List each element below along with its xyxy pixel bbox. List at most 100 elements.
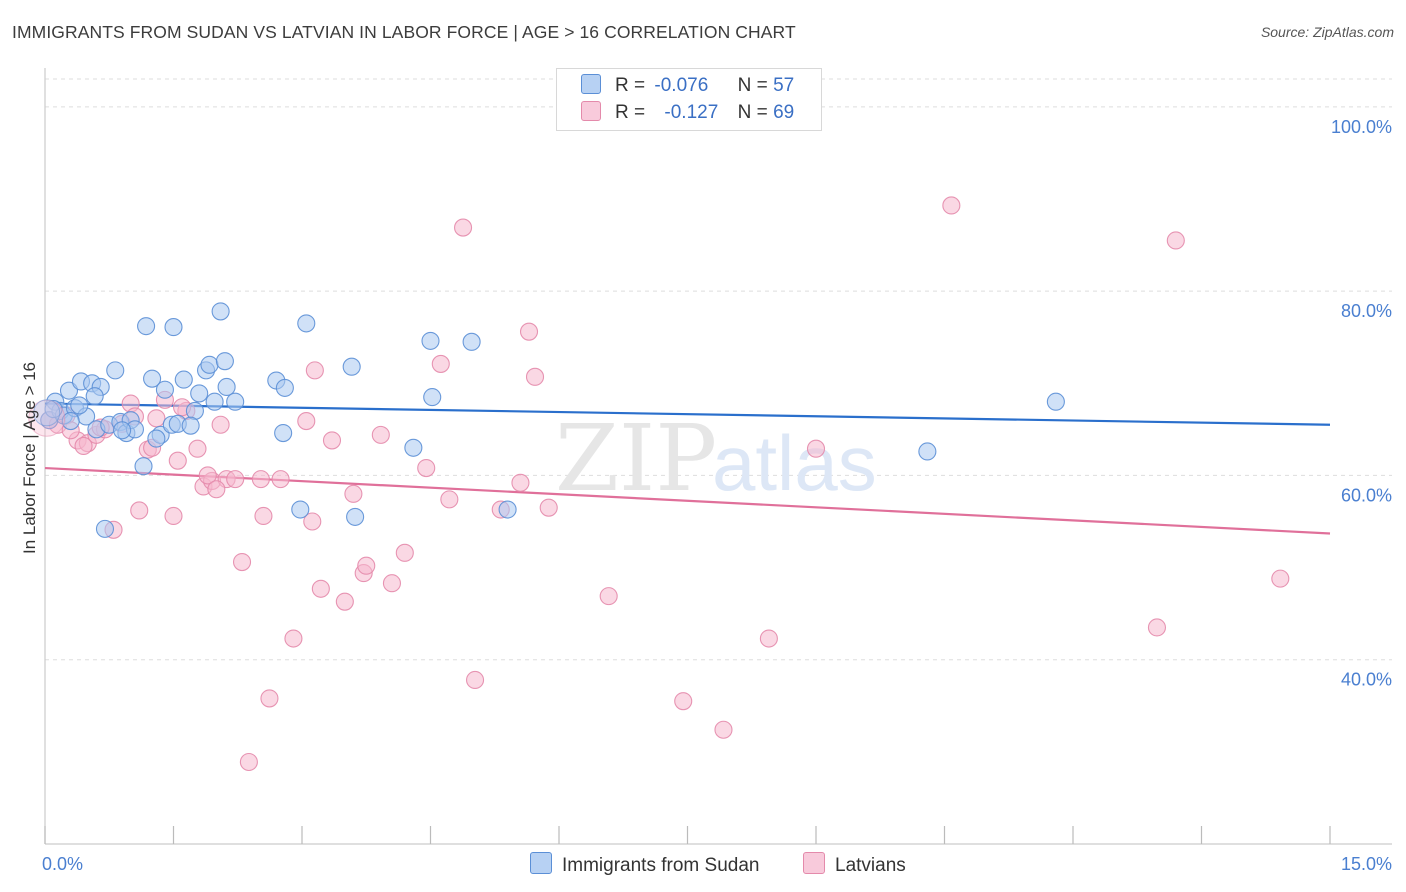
bottom-legend-sudan: Immigrants from Sudan (530, 852, 759, 877)
legend-row-sudan: R = -0.076 N = 57 (581, 74, 794, 100)
latvian-point (284, 629, 303, 648)
sudan-point (190, 384, 209, 403)
latvian-point (511, 473, 530, 492)
y-tick-label: 40.0% (1341, 670, 1392, 690)
grid-lines (45, 78, 1392, 661)
sudan-point (205, 392, 224, 411)
latvian-point (382, 574, 402, 593)
sudan-point (297, 314, 316, 333)
latvian-point (431, 354, 450, 373)
legend-r-value: -0.076 (654, 75, 709, 96)
legend-n-value: 57 (773, 75, 795, 96)
sudan-point (346, 507, 365, 526)
latvian-point (322, 431, 342, 450)
latvian-point (674, 692, 693, 711)
sudan-point (95, 519, 115, 538)
sudan-point (423, 388, 442, 407)
latvian-point (311, 579, 330, 598)
sudan-point (275, 378, 294, 397)
legend-row-latvians: R = -0.127 N = 69 (581, 101, 794, 127)
sudan-point (1046, 392, 1065, 411)
sudan-point (155, 380, 174, 399)
y-tick-label: 100.0% (1331, 117, 1392, 137)
sudan-point (137, 317, 156, 336)
legend-swatch-pink (581, 101, 601, 121)
sudan-point (404, 438, 423, 457)
sudan-point (59, 381, 79, 400)
latvian-point (344, 484, 363, 503)
sudan-point (274, 423, 293, 443)
latvian-point (525, 367, 545, 386)
x-tick-max: 15.0% (1341, 854, 1392, 874)
legend-n-value: 69 (773, 102, 795, 123)
watermark: ZIP atlas (555, 405, 877, 512)
sudan-point (342, 357, 361, 376)
latvian-point (519, 322, 539, 341)
legend-n-label: N = (737, 102, 768, 123)
tick-labels: 100.0% 80.0% 60.0% 40.0% (1331, 117, 1392, 690)
legend-n-label: N = (737, 75, 768, 96)
sudan-point (61, 412, 80, 431)
latvian-point (1271, 569, 1290, 588)
latvian-point (254, 506, 273, 526)
latvian-point (1166, 231, 1185, 250)
latvian-point (714, 720, 733, 739)
sudan-point (498, 500, 517, 519)
sudan-point (147, 429, 166, 448)
latvian-point (226, 470, 245, 489)
axes (44, 68, 1392, 845)
latvian-point (465, 670, 485, 690)
latvian-point (168, 451, 187, 470)
latvian-point (232, 552, 252, 572)
legend-r-value: -0.127 (664, 102, 719, 123)
bottom-swatch-blue (530, 852, 552, 874)
y-tick-label: 60.0% (1341, 485, 1392, 505)
sudan-point (181, 416, 200, 435)
latvian-point (198, 466, 217, 485)
x-tick-min: 0.0% (42, 854, 83, 874)
latvian-point (207, 480, 226, 499)
sudan-point (174, 370, 193, 389)
latvian-point (239, 752, 258, 772)
watermark-atlas: atlas (712, 419, 877, 507)
data-points (28, 196, 1290, 772)
chart-title: IMMIGRANTS FROM SUDAN VS LATVIAN IN LABO… (12, 22, 796, 42)
latvian-point (806, 439, 826, 458)
latvian-point (305, 361, 324, 380)
latvian-point (260, 689, 279, 708)
sudan-point (200, 355, 219, 374)
sudan-point (226, 392, 245, 411)
latvian-point (271, 470, 290, 489)
bottom-legend-label: Immigrants from Sudan (562, 855, 760, 876)
bottom-legend-latvians: Latvians (803, 852, 906, 877)
legend-swatch-blue (581, 74, 601, 94)
bottom-legend-label: Latvians (835, 855, 906, 876)
latvian-point (440, 490, 459, 509)
latvian-point (74, 436, 93, 455)
latvian-point (395, 543, 414, 562)
watermark-zip: ZIP (555, 405, 717, 512)
sudan-point (106, 361, 125, 380)
latvian-point (539, 498, 558, 517)
latvian-point (371, 425, 390, 444)
sudan-point (462, 332, 481, 351)
sudan-point (217, 377, 236, 397)
sudan-point (164, 318, 183, 337)
sudan-point (215, 352, 234, 371)
y-tick-label: 80.0% (1341, 301, 1392, 321)
bottom-swatch-pink (803, 852, 825, 874)
sudan-point (421, 331, 440, 350)
sudan-point (291, 500, 310, 519)
sudan-point (918, 442, 937, 461)
latvian-point (942, 196, 961, 215)
latvian-point (759, 629, 778, 648)
latvian-point (251, 470, 270, 489)
latvian-point (417, 459, 436, 478)
sudan-point (134, 457, 153, 476)
latvian-point (335, 592, 354, 611)
latvian-point (211, 415, 230, 434)
latvian-point (1147, 618, 1167, 637)
sudan-point (143, 369, 162, 388)
latvian-point (164, 506, 183, 526)
stats-legend: R = -0.076 N = 57 R = -0.127 N = 69 (556, 68, 822, 131)
